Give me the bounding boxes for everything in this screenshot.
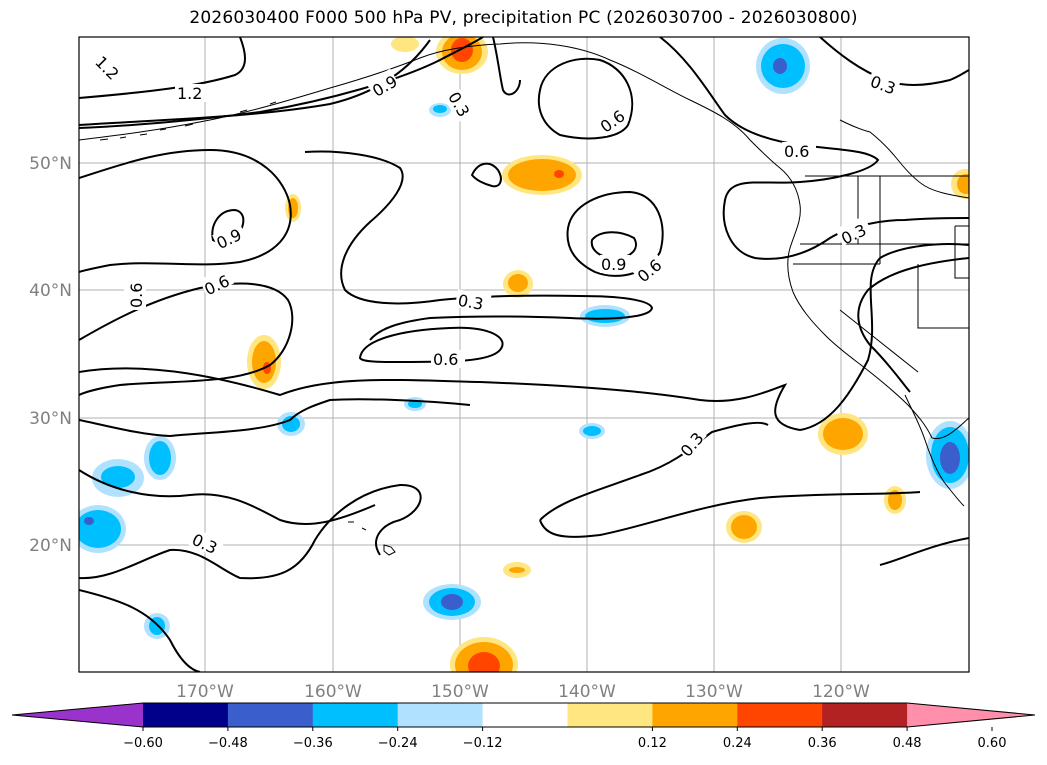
- pv-contours: [79, 37, 969, 672]
- precip-negative-patch: [101, 466, 135, 488]
- precip-negative-patch: [433, 105, 447, 113]
- lon-label: 160°W: [304, 682, 362, 702]
- precip-positive-patch: [451, 38, 473, 62]
- colorbar-segment: [397, 703, 484, 727]
- pv-contour-line: [470, 162, 502, 188]
- precip-positive-patch: [731, 515, 757, 539]
- lon-label: 170°W: [176, 682, 234, 702]
- pv-contour-line: [819, 37, 969, 86]
- colorbar-segment: [482, 703, 568, 727]
- precip-negative-patch: [773, 58, 787, 74]
- pv-contour-line: [590, 231, 637, 260]
- precip-anomaly-fills: [79, 37, 969, 672]
- contour-label: 0.6: [433, 350, 458, 369]
- pv-contour-line: [79, 37, 246, 99]
- lon-label: 120°W: [812, 682, 870, 702]
- precip-positive-patch: [509, 567, 525, 573]
- precip-negative-patch: [149, 441, 171, 475]
- lon-label: 130°W: [685, 682, 743, 702]
- colorbar-tick-label: 0.24: [723, 736, 752, 751]
- precip-positive-patch: [391, 37, 419, 52]
- lon-label: 140°W: [558, 682, 616, 702]
- precip-negative-patch: [585, 309, 625, 323]
- lon-axis-labels: 170°W 160°W 150°W 140°W 130°W 120°W: [176, 682, 870, 702]
- contour-label: 1.2: [177, 84, 202, 103]
- colorbar-tick-label: 0.36: [808, 736, 837, 751]
- precip-negative-patch: [441, 594, 463, 610]
- lat-axis-labels: 50°N 40°N 30°N 20°N: [29, 154, 72, 556]
- colorbar-tick-label: −0.36: [293, 736, 333, 751]
- precip-positive-patch: [957, 174, 969, 194]
- pv-contour-line: [79, 483, 422, 580]
- map-title: 2026030400 F000 500 hPa PV, precipitatio…: [189, 8, 858, 28]
- pv-contour-line: [79, 37, 484, 129]
- precip-negative-patch: [282, 416, 300, 432]
- map-frame: [78, 36, 970, 673]
- colorbar-extend-max: [907, 703, 1035, 727]
- pv-contour-line: [79, 243, 969, 432]
- pv-contour-line: [79, 589, 201, 672]
- colorbar-tick-label: 0.12: [638, 736, 667, 751]
- pv-contour-line: [79, 148, 292, 273]
- colorbar-segment: [143, 703, 229, 727]
- precip-negative-patch: [84, 517, 94, 525]
- precip-positive-patch: [554, 170, 564, 178]
- pv-contour-line: [79, 469, 376, 526]
- colorbar-tick-label: −0.48: [208, 736, 248, 751]
- pv-contour-line: [79, 39, 431, 126]
- colorbar-segment: [312, 703, 399, 727]
- precip-negative-patch: [583, 426, 601, 436]
- lat-label: 40°N: [29, 281, 72, 301]
- pv-contour-line: [79, 282, 294, 396]
- colorbar-tick-label: −0.12: [463, 736, 503, 751]
- precip-positive-patch: [468, 652, 500, 672]
- precip-negative-patch: [79, 510, 121, 548]
- colorbar-tick-label: 0.48: [893, 736, 922, 751]
- contour-label: 0.3: [456, 291, 484, 314]
- pv-contour-line: [537, 57, 634, 140]
- colorbar: −0.60 −0.48 −0.36 −0.24 −0.12 0.12 0.24 0.36 0.4…: [11, 702, 1036, 751]
- precip-positive-patch: [508, 159, 576, 191]
- colorbar-tick-label: −0.60: [123, 736, 163, 751]
- pv-contour-line: [304, 150, 654, 341]
- colorbar-tick-label: −0.24: [378, 736, 418, 751]
- colorbar-extend-min: [12, 703, 143, 727]
- precip-positive-patch: [823, 418, 863, 450]
- pv-contour-line: [539, 421, 769, 521]
- precip-positive-patch: [888, 490, 902, 510]
- pv-contour-line: [539, 491, 921, 538]
- lat-label: 30°N: [29, 409, 72, 429]
- colorbar-segment: [737, 703, 823, 727]
- pv-contour-line: [492, 37, 521, 96]
- colorbar-segment: [822, 703, 908, 727]
- pv-contour-line: [857, 257, 969, 393]
- colorbar-segment: [567, 703, 653, 727]
- precip-positive-patch: [252, 341, 276, 383]
- pv-contour-line: [879, 537, 969, 566]
- colorbar-tick-label: 0.60: [978, 736, 1007, 751]
- precip-negative-patch: [940, 442, 960, 474]
- contour-label: 0.6: [784, 142, 809, 161]
- contour-label: 0.6: [127, 283, 146, 308]
- precip-positive-patch: [508, 274, 528, 292]
- colorbar-segment: [652, 703, 738, 727]
- pv-contour-line: [566, 190, 664, 277]
- pv-contour-line: [79, 398, 471, 438]
- lat-label: 50°N: [29, 154, 72, 174]
- pv-contour-line: [358, 326, 504, 363]
- lat-label: 20°N: [29, 536, 72, 556]
- colorbar-segment: [227, 703, 314, 727]
- contour-label: 0.9: [601, 255, 626, 274]
- lon-label: 150°W: [431, 682, 489, 702]
